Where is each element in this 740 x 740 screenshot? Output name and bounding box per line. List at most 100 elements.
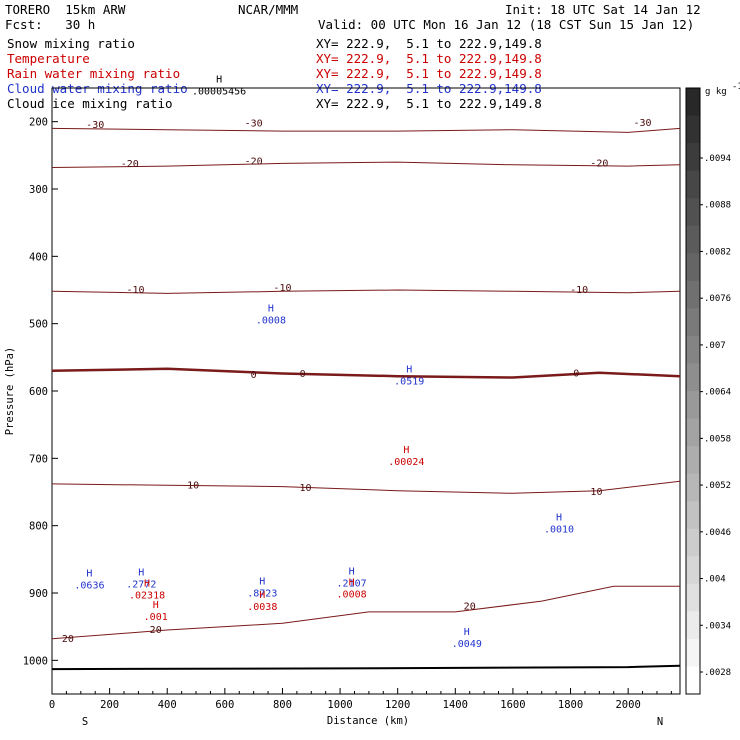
colorbar-swatch	[686, 170, 700, 199]
colorbar-swatch	[686, 446, 700, 475]
max-value-label: .0519	[394, 376, 424, 387]
max-marker-h: H	[268, 304, 274, 315]
contour-label: 0	[300, 369, 306, 380]
y-tick-label: 1000	[23, 655, 48, 667]
max-value-label: .0636	[74, 580, 104, 591]
colorbar-swatch	[686, 583, 700, 612]
contour-label: -20	[121, 159, 139, 170]
colorbar-swatch	[686, 391, 700, 420]
x-tick-label: 800	[273, 699, 292, 711]
org-title: NCAR/MMM	[238, 2, 299, 17]
x-tick-label: 1400	[443, 699, 468, 711]
surface-pressure-line	[51, 664, 681, 671]
colorbar-swatch	[686, 308, 700, 337]
colorbar-tick-label: .0094	[704, 154, 731, 164]
colorbar-swatch	[686, 501, 700, 530]
temperature-contour	[51, 585, 680, 640]
colorbar-unit: g kg	[705, 87, 727, 97]
max-value-label: .00024	[388, 457, 424, 468]
colorbar-swatch	[686, 666, 700, 695]
valid-time: Valid: 00 UTC Mon 16 Jan 12 (18 CST Sun …	[318, 17, 695, 32]
temperature-contour	[51, 127, 681, 133]
contour-label: -10	[127, 285, 145, 296]
field-xy-snow: XY= 222.9, 5.1 to 222.9,149.8	[316, 36, 542, 51]
max-value-label: .001	[144, 612, 168, 623]
contour-label: -10	[273, 283, 291, 294]
max-value-label: .2107	[337, 578, 367, 589]
max-marker-h: H	[138, 568, 144, 579]
max-marker-h: H	[86, 568, 92, 579]
y-tick-label: 500	[29, 319, 48, 331]
colorbar-swatch	[686, 253, 700, 282]
y-tick-label: 200	[29, 117, 48, 129]
field-name-snow: Snow mixing ratio	[7, 36, 135, 51]
colorbar-tick-label: .0076	[704, 294, 731, 304]
max-marker-h: H	[349, 566, 355, 577]
colorbar-tick-label: .0064	[704, 388, 731, 398]
colorbar-swatch	[686, 638, 700, 667]
x-tick-label: 1600	[500, 699, 525, 711]
field-name-temperature: Temperature	[7, 51, 90, 66]
colorbar-swatch	[686, 198, 700, 227]
colorbar-swatch	[686, 473, 700, 502]
y-axis-label: Pressure (hPa)	[4, 347, 16, 436]
init-time: Init: 18 UTC Sat 14 Jan 12	[505, 2, 701, 17]
contour-label: 10	[590, 487, 602, 498]
max-value-label: .0038	[247, 602, 277, 613]
colorbar-tick-label: .0034	[704, 621, 731, 631]
colorbar-swatch	[686, 363, 700, 392]
max-marker-h: H	[556, 512, 562, 523]
colorbar-swatch	[686, 88, 700, 117]
max-value-label: .00005456	[192, 87, 246, 98]
colorbar-tick-label: .0046	[704, 528, 731, 538]
max-marker-h: H	[403, 445, 409, 456]
x-tick-label: 1000	[327, 699, 352, 711]
colorbar-unit-exponent: -1	[732, 82, 740, 92]
contour-label: 20	[150, 625, 162, 636]
y-tick-label: 600	[29, 386, 48, 398]
colorbar-swatch	[686, 611, 700, 640]
contour-label: -30	[86, 120, 104, 131]
colorbar-frame	[685, 87, 701, 695]
contour-label: -10	[570, 285, 588, 296]
field-xy-rain: XY= 222.9, 5.1 to 222.9,149.8	[316, 66, 542, 81]
max-value-label: .0008	[256, 316, 286, 327]
max-value-label: .0049	[452, 639, 482, 650]
colorbar-swatch	[686, 143, 700, 172]
field-name-cloud-ice: Cloud ice mixing ratio	[7, 96, 173, 111]
contour-label: 10	[299, 483, 311, 494]
max-value-label: .8723	[247, 588, 277, 599]
colorbar-swatch	[686, 225, 700, 254]
contour-label: 0	[251, 370, 257, 381]
max-value-label: .0010	[544, 524, 574, 535]
max-marker-h: H	[144, 578, 150, 589]
plot-frame	[51, 87, 681, 695]
max-marker-h: H	[259, 590, 265, 601]
max-value-label: .02318	[129, 590, 165, 601]
north-label: N	[657, 716, 663, 728]
colorbar-tick-label: .007	[704, 341, 726, 351]
temperature-contour	[51, 480, 681, 494]
south-label: S	[82, 716, 88, 728]
max-marker-h: H	[349, 578, 355, 589]
max-value-label: .2772	[126, 580, 156, 591]
contour-label: 0	[573, 368, 579, 379]
model-title: TORERO 15km ARW	[5, 2, 126, 17]
x-tick-label: 2000	[615, 699, 640, 711]
contour-label: -20	[590, 158, 608, 169]
field-xy-temperature: XY= 222.9, 5.1 to 222.9,149.8	[316, 51, 542, 66]
y-tick-label: 700	[29, 453, 48, 465]
field-xy-cloud-ice: XY= 222.9, 5.1 to 222.9,149.8	[316, 96, 542, 111]
max-marker-h: H	[216, 75, 222, 86]
max-marker-h: H	[259, 576, 265, 587]
temperature-contour	[51, 161, 681, 168]
colorbar-swatch	[686, 335, 700, 364]
colorbar-swatch	[686, 280, 700, 309]
colorbar-tick-label: .004	[704, 575, 726, 585]
max-value-label: .0008	[337, 590, 367, 601]
x-tick-label: 1800	[558, 699, 583, 711]
temperature-contour	[51, 289, 681, 294]
max-marker-h: H	[153, 600, 159, 611]
y-tick-label: 800	[29, 521, 48, 533]
colorbar-tick-label: .0082	[704, 247, 731, 257]
